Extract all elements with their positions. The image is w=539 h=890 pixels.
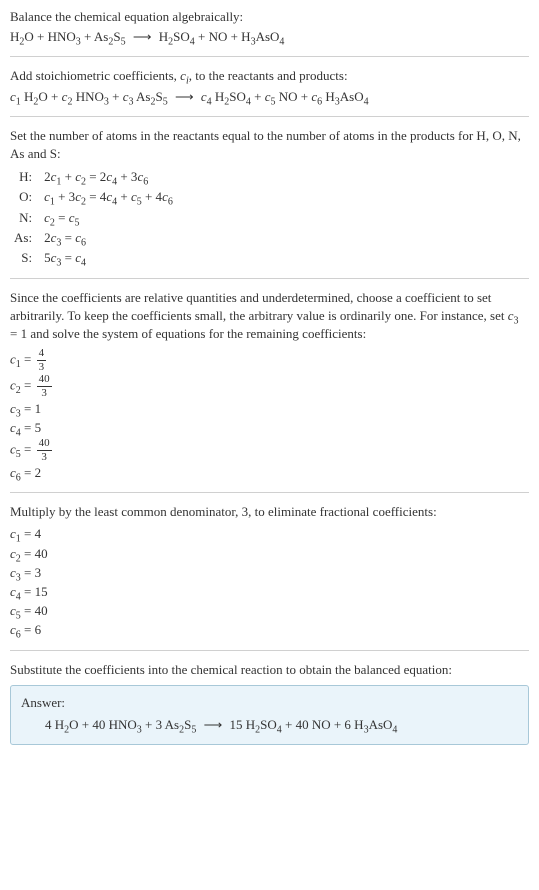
list-item: c1 = 43 [10, 348, 529, 373]
list-item: c5 = 40 [10, 602, 529, 620]
list-item: c2 = 403 [10, 374, 529, 399]
list-item: c2 = 40 [10, 545, 529, 563]
solve-intro: Since the coefficients are relative quan… [10, 289, 529, 344]
divider [10, 492, 529, 493]
section-final: Substitute the coefficients into the che… [10, 661, 529, 746]
list-item: c4 = 15 [10, 583, 529, 601]
divider [10, 278, 529, 279]
list-item: c6 = 2 [10, 464, 529, 482]
coeff-equation: c1 H2O + c2 HNO3 + c3 As2S5 ⟶ c4 H2SO4 +… [10, 88, 529, 106]
table-row: As: 2c3 = c6 [10, 228, 177, 248]
answer-box: Answer: 4 H2O + 40 HNO3 + 3 As2S5 ⟶ 15 H… [10, 685, 529, 745]
answer-label: Answer: [21, 694, 518, 712]
unbalanced-equation: H2O + HNO3 + As2S5 ⟶ H2SO4 + NO + H3AsO4 [10, 28, 529, 46]
list-item: c3 = 3 [10, 564, 529, 582]
list-item: c3 = 1 [10, 400, 529, 418]
balanced-equation: 4 H2O + 40 HNO3 + 3 As2S5 ⟶ 15 H2SO4 + 4… [21, 716, 518, 734]
list-item: c4 = 5 [10, 419, 529, 437]
section-integer-coefficients: Multiply by the least common denominator… [10, 503, 529, 639]
integer-coefficients: c1 = 4 c2 = 40 c3 = 3 c4 = 15 c5 = 40 c6… [10, 525, 529, 639]
list-item: c1 = 4 [10, 525, 529, 543]
section-atom-balance: Set the number of atoms in the reactants… [10, 127, 529, 268]
table-row: S: 5c3 = c4 [10, 248, 177, 268]
integer-intro: Multiply by the least common denominator… [10, 503, 529, 521]
add-coeff-intro: Add stoichiometric coefficients, ci, to … [10, 67, 529, 85]
table-row: O: c1 + 3c2 = 4c4 + c5 + 4c6 [10, 187, 177, 207]
fractional-coefficients: c1 = 43 c2 = 403 c3 = 1 c4 = 5 c5 = 403 … [10, 348, 529, 483]
balance-intro-text: Balance the chemical equation algebraica… [10, 8, 529, 26]
table-row: N: c2 = c5 [10, 208, 177, 228]
divider [10, 116, 529, 117]
divider [10, 56, 529, 57]
atom-balance-table: H: 2c1 + c2 = 2c4 + 3c6 O: c1 + 3c2 = 4c… [10, 167, 177, 268]
section-add-coefficients: Add stoichiometric coefficients, ci, to … [10, 67, 529, 105]
table-row: H: 2c1 + c2 = 2c4 + 3c6 [10, 167, 177, 187]
atom-balance-intro: Set the number of atoms in the reactants… [10, 127, 529, 163]
reaction-arrow: ⟶ [129, 29, 156, 44]
list-item: c6 = 6 [10, 621, 529, 639]
section-solve-coefficients: Since the coefficients are relative quan… [10, 289, 529, 482]
section-balance-intro: Balance the chemical equation algebraica… [10, 8, 529, 46]
final-intro: Substitute the coefficients into the che… [10, 661, 529, 679]
list-item: c5 = 403 [10, 438, 529, 463]
divider [10, 650, 529, 651]
